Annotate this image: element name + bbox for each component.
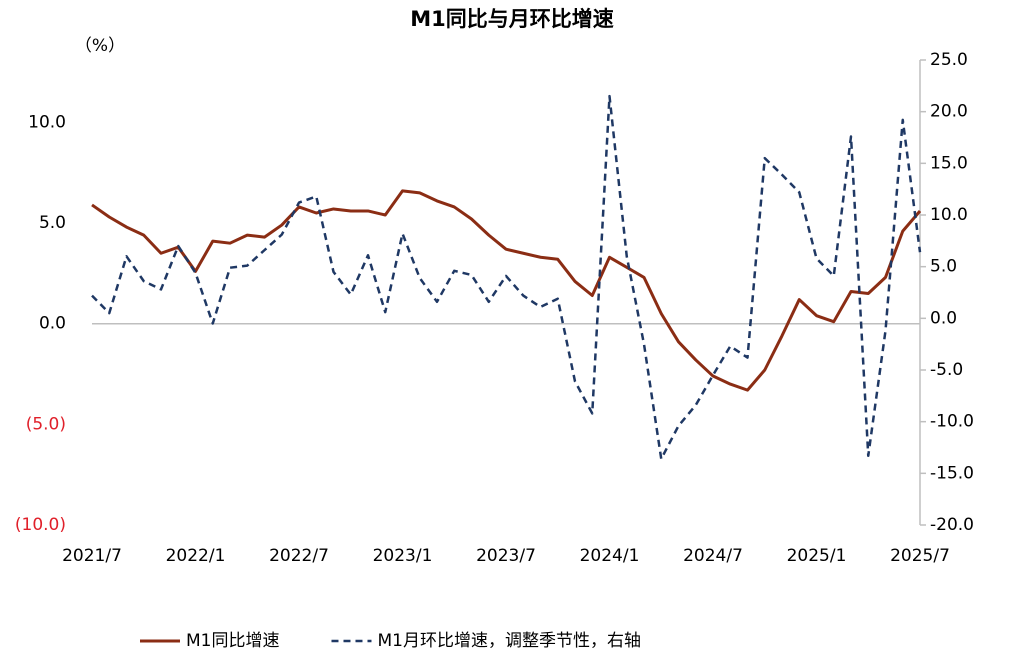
y2-tick-label: -15.0 — [930, 463, 974, 483]
legend-label: M1月环比增速，调整季节性，右轴 — [377, 631, 640, 651]
x-tick-label: 2024/7 — [683, 546, 743, 566]
y2-tick-label: -10.0 — [930, 412, 974, 432]
y2-tick-label: 10.0 — [930, 205, 968, 225]
y-tick-label: (5.0) — [26, 414, 66, 434]
y-tick-label: 0.0 — [39, 314, 66, 334]
x-tick-label: 2023/7 — [476, 546, 536, 566]
chart-title: M1同比与月环比增速 — [410, 7, 614, 31]
y-tick-label: 10.0 — [28, 112, 66, 132]
y-tick-label: (10.0) — [15, 515, 66, 535]
x-tick-label: 2025/7 — [890, 546, 950, 566]
y2-tick-label: 0.0 — [930, 308, 957, 328]
y2-tick-label: -5.0 — [930, 360, 963, 380]
series-line — [91, 189, 922, 392]
legend-label: M1同比增速 — [186, 631, 279, 651]
y2-tick-label: 20.0 — [930, 102, 968, 122]
x-tick-label: 2025/1 — [787, 546, 847, 566]
y2-tick-label: 5.0 — [930, 257, 957, 277]
x-tick-label: 2022/1 — [166, 546, 226, 566]
y2-tick-label: -20.0 — [930, 515, 974, 535]
y-axis-label: （%） — [75, 36, 125, 56]
x-tick-label: 2023/1 — [373, 546, 433, 566]
y-tick-label: 5.0 — [39, 213, 66, 233]
series-line — [91, 94, 922, 461]
y2-tick-label: 15.0 — [930, 153, 968, 173]
x-tick-label: 2021/7 — [62, 546, 122, 566]
y2-tick-label: 25.0 — [930, 50, 968, 70]
x-tick-label: 2024/1 — [580, 546, 640, 566]
x-tick-label: 2022/7 — [269, 546, 329, 566]
